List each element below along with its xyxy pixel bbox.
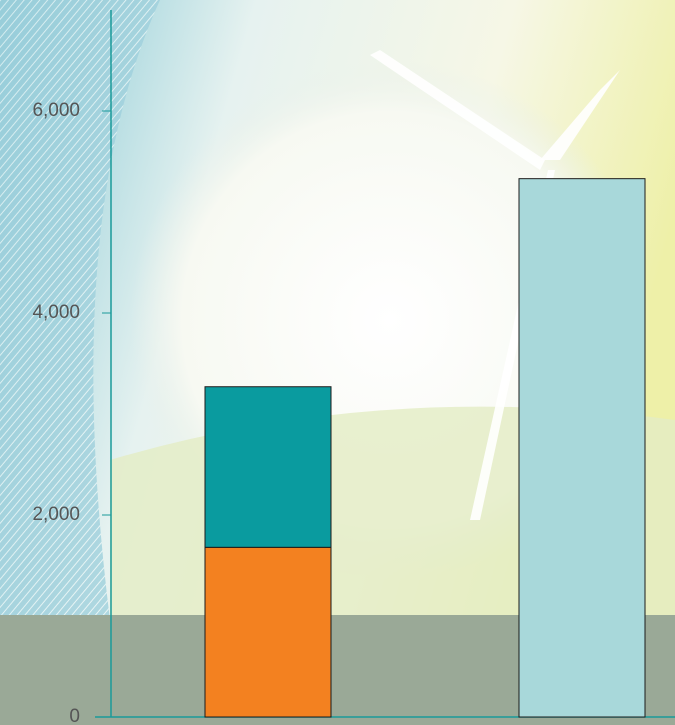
bar-segment <box>204 386 332 548</box>
bar-segment <box>518 178 646 718</box>
y-tick-label: 0 <box>69 706 80 725</box>
y-tick-label: 6,000 <box>32 100 80 121</box>
y-tick-label: 4,000 <box>32 302 80 323</box>
bar-segment <box>204 546 332 718</box>
y-tick-label: 2,000 <box>32 504 80 525</box>
